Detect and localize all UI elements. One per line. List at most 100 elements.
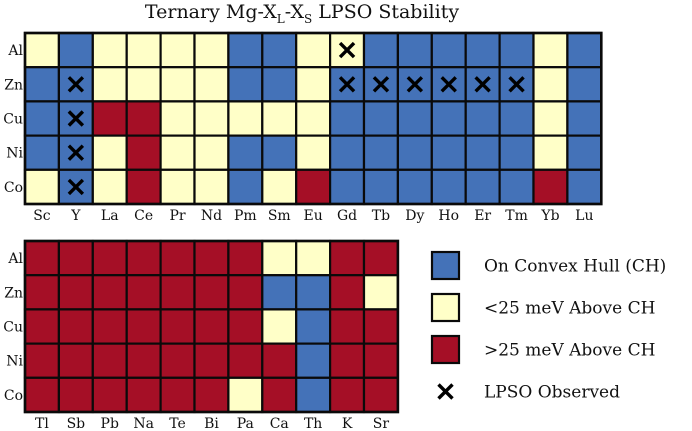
heatmap-cell-cu-th: [295, 308, 332, 345]
heatmap-cell-al-ca: [261, 239, 298, 277]
heatmap-cell-zn-bi: [193, 274, 230, 311]
heatmap-cell-zn-yb: [532, 66, 569, 103]
heatmap-cell-al-k: [329, 239, 366, 277]
heatmap-cell-cu-tb: [362, 100, 400, 137]
heatmap-cell-co-ho: [430, 168, 467, 206]
col-label-tl: Tl: [35, 416, 49, 431]
col-label-pb: Pb: [101, 416, 119, 431]
legend-label: LPSO Observed: [484, 383, 620, 403]
heatmap-cell-zn-lu: [566, 66, 603, 103]
heatmap-cell-ni-dy: [396, 134, 433, 171]
heatmap-cell-al-sc: [23, 31, 61, 69]
heatmap-cell-al-ho: [430, 31, 467, 69]
row-label-co: Co: [4, 388, 23, 404]
heatmap-cell-zn-eu: [295, 66, 332, 103]
heatmap-cell-ni-tm: [498, 134, 535, 171]
heatmap-cell-ni-pb: [91, 342, 128, 379]
heatmap-cell-cu-yb: [532, 100, 569, 137]
legend-swatch: [430, 250, 461, 281]
row-label-co: Co: [4, 180, 23, 196]
legend-label: On Convex Hull (CH): [484, 257, 666, 277]
heatmap-cell-al-sb: [57, 239, 94, 277]
lpso-observed-marker-al-gd: [338, 41, 356, 59]
col-label-tb: Tb: [372, 208, 390, 224]
row-label-cu: Cu: [3, 112, 23, 128]
lpso-observed-marker-ni-y: [67, 144, 85, 161]
heatmap-cell-co-yb: [532, 168, 569, 206]
heatmap-cell-ni-th: [295, 342, 332, 379]
heatmap-cell-ni-ca: [261, 342, 298, 379]
heatmap-panel-rare-earth: Al Zn Cu Ni Co Sc Y La Ce Pr Nd Pm Sm Eu Gd Tb Dy Ho Er Tm Y…: [3, 31, 603, 224]
col-label-sm: Sm: [268, 208, 291, 224]
heatmap-cell-co-eu: [295, 168, 332, 206]
col-label-sc: Sc: [33, 208, 51, 224]
heatmap-cell-cu-k: [329, 308, 366, 345]
col-label-sb: Sb: [67, 416, 86, 431]
heatmap-cell-co-sm: [261, 168, 298, 206]
heatmap-cell-co-na: [125, 376, 162, 414]
heatmap-cell-al-sm: [261, 31, 298, 69]
heatmap-cell-al-er: [464, 31, 501, 69]
col-label-tm: Tm: [505, 208, 528, 224]
heatmap-cell-al-te: [159, 239, 196, 277]
heatmap-cell-al-na: [125, 239, 162, 277]
heatmap-cell-co-nd: [193, 168, 230, 206]
legend-label: <25 meV Above CH: [484, 299, 655, 319]
heatmap-cell-co-sr: [362, 376, 400, 414]
heatmap-cell-ni-pa: [227, 342, 264, 379]
lpso-observed-marker-zn-gd: [338, 76, 356, 93]
heatmap-cell-ni-sr: [362, 342, 400, 379]
heatmap-cell-co-pm: [227, 168, 264, 206]
heatmap-cell-co-tl: [23, 376, 61, 414]
lpso-observed-marker-zn-ho: [440, 76, 457, 93]
heatmap-cell-zn-sc: [23, 66, 61, 103]
legend-label: >25 meV Above CH: [484, 341, 655, 361]
col-label-ce: Ce: [134, 208, 153, 224]
heatmap-cell-ni-k: [329, 342, 366, 379]
legend-item-lt25: <25 meV Above CH: [430, 292, 655, 323]
heatmap-cell-ni-lu: [566, 134, 603, 171]
heatmap-cell-zn-pm: [227, 66, 264, 103]
heatmap-cell-al-eu: [295, 31, 332, 69]
lpso-observed-marker-cu-y: [67, 110, 85, 127]
legend-marker-icon: [437, 383, 454, 400]
heatmap-cell-ni-tl: [23, 342, 61, 379]
heatmap-cell-ni-ho: [430, 134, 467, 171]
heatmap-cell-co-k: [329, 376, 366, 414]
heatmap-cell-co-ca: [261, 376, 298, 414]
heatmap-cell-cu-te: [159, 308, 196, 345]
col-label-er: Er: [474, 208, 491, 224]
heatmap-cell-co-ce: [125, 168, 162, 206]
heatmap-cell-zn-pb: [91, 274, 128, 311]
heatmap-cell-co-tb: [362, 168, 400, 206]
lpso-observed-marker-zn-tb: [372, 76, 390, 93]
heatmap-cell-ni-sb: [57, 342, 94, 379]
col-label-ho: Ho: [438, 208, 459, 224]
heatmap-cell-ni-ce: [125, 134, 162, 171]
col-label-lu: Lu: [575, 208, 593, 224]
heatmap-cell-al-tl: [23, 239, 61, 277]
col-label-pm: Pm: [234, 208, 257, 224]
heatmap-cell-al-tm: [498, 31, 535, 69]
heatmap-cell-cu-pb: [91, 308, 128, 345]
heatmap-panel-other-elements: Al Zn Cu Ni Co Tl Sb Pb Na Te Bi Pa Ca Th K Sr: [3, 239, 400, 431]
col-label-la: La: [101, 208, 119, 224]
heatmap-cell-al-bi: [193, 239, 230, 277]
heatmap-cell-cu-ca: [261, 308, 298, 345]
legend-swatch: [430, 334, 461, 365]
heatmap-cell-cu-pm: [227, 100, 264, 137]
heatmap-cell-al-nd: [193, 31, 230, 69]
heatmap-cell-zn-nd: [193, 66, 230, 103]
heatmap-cell-cu-eu: [295, 100, 332, 137]
heatmap-cell-co-bi: [193, 376, 230, 414]
heatmap-cell-co-er: [464, 168, 501, 206]
heatmap-cell-co-tm: [498, 168, 535, 206]
row-label-zn: Zn: [4, 285, 23, 301]
heatmap-cell-cu-er: [464, 100, 501, 137]
heatmap-cell-ni-pm: [227, 134, 264, 171]
row-label-cu: Cu: [3, 320, 23, 336]
panel-border: [23, 239, 400, 414]
col-label-y: Y: [70, 208, 81, 224]
heatmap-cell-ni-yb: [532, 134, 569, 171]
col-label-te: Te: [169, 416, 186, 431]
